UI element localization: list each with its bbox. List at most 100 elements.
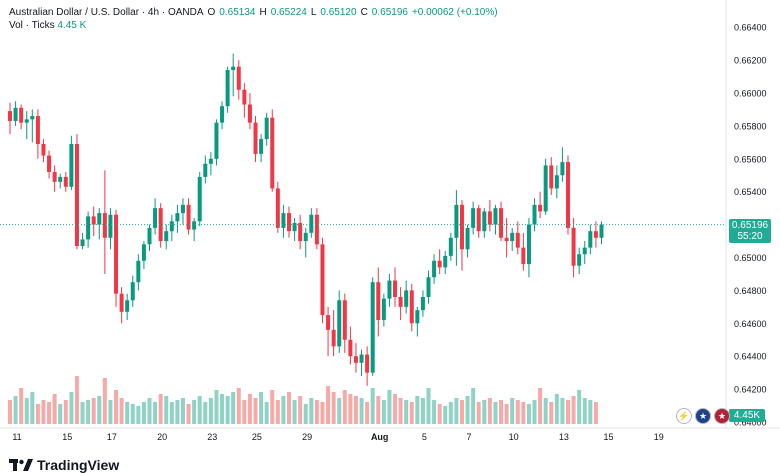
volume-bar [242,400,247,424]
candle-body [74,144,79,246]
candle-body [538,204,543,212]
candle-body [510,232,515,242]
candle-body [459,204,464,250]
volume-bar [482,400,487,424]
y-tick-label: 0.66000 [734,89,767,99]
volume-bar [102,378,107,424]
candle-body [58,176,63,182]
volume-bar [432,400,437,424]
volume-bar [560,398,565,424]
y-tick-label: 0.65800 [734,121,767,131]
volume-bar [35,404,40,424]
volume-bar [264,402,269,424]
candle-body [588,231,593,248]
x-tick-label: 7 [466,432,471,442]
candle-body [320,244,325,316]
candle-body [35,116,40,145]
volume-bar [220,394,225,424]
candle-body [504,237,509,242]
volume-bar [303,404,308,424]
volume-bar [192,400,197,424]
high-value: 0.65224 [270,7,307,18]
candle-body [482,211,487,232]
candle-body [91,216,96,225]
volume-bar [538,388,543,424]
candle-body [331,329,336,347]
candle-body [471,208,476,228]
candle-body [136,260,141,283]
volume-bar [24,398,29,424]
volume-bar [593,402,598,424]
volume-bar [415,396,420,424]
volume-bar [186,404,191,424]
candle-body [24,119,29,123]
candle-body [102,213,107,238]
candle-body [566,162,570,228]
candle-body [270,117,275,189]
au-flag-icon[interactable]: ★ [695,408,711,424]
volume-bar [348,394,353,424]
volume-legend: Vol · Ticks 4.45 K [9,19,86,33]
candle-body [69,144,74,187]
volume-bar [459,400,464,424]
volume-bar [136,406,141,424]
candle-body [119,293,124,312]
volume-bar [353,396,358,424]
candle-body [593,231,598,238]
candle-body [97,213,102,225]
candle-body [521,247,526,265]
tradingview-logo[interactable]: TradingView [9,457,119,473]
volume-bar [74,376,79,424]
volume-bar [41,400,46,424]
volume-bar [326,386,331,424]
volume-bar [225,396,230,424]
event-badges: ⚡ ★ ★ [676,408,730,424]
candle-body [236,66,241,90]
candle-body [554,175,559,189]
candle-body [41,144,46,156]
candle-body [426,277,431,297]
x-tick-label: 23 [207,432,217,442]
candle-body [80,239,85,246]
tradingview-name: TradingView [37,457,120,473]
candle-body [560,162,565,176]
tradingview-logo-icon [9,459,33,471]
candle-body [264,117,269,140]
us-flag-icon[interactable]: ★ [714,408,730,424]
volume-bar [208,398,213,424]
candle-body [298,222,303,242]
candle-body [275,188,280,228]
x-tick-label: 17 [107,432,117,442]
candle-body [582,247,587,255]
candle-body [8,111,12,121]
candle-body [515,232,520,248]
lightning-icon[interactable]: ⚡ [676,408,692,424]
candle-body [169,221,174,232]
volume-bar [119,398,124,424]
volume-bar [493,402,498,424]
volume-bar [454,398,459,424]
candle-body [292,222,297,232]
volume-bar [141,402,146,424]
candle-body [370,282,375,373]
volume-bar [125,402,130,424]
candle-body [231,66,236,70]
candle-body [141,244,146,261]
volume-bar [437,404,442,424]
volume-bar [320,402,325,424]
x-tick-label: 10 [509,432,519,442]
chart-legend: Australian Dollar / U.S. Dollar · 4h · O… [9,6,498,20]
volume-label[interactable]: Vol · Ticks [9,20,55,31]
volume-bar [114,390,119,424]
candle-body [393,280,398,297]
candle-body [125,300,130,312]
volume-bar [571,396,576,424]
x-tick-label: 15 [62,432,72,442]
symbol-title[interactable]: Australian Dollar / U.S. Dollar · 4h · O… [9,7,204,18]
volume-bar [398,398,403,424]
close-label: C [360,7,368,18]
candle-body [342,300,347,340]
candle-body [476,208,481,232]
candle-body [180,204,185,214]
volume-bar [331,392,336,424]
